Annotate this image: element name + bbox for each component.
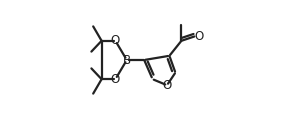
Text: O: O [162, 79, 172, 92]
Text: O: O [111, 34, 120, 47]
Text: O: O [194, 30, 203, 42]
Text: O: O [111, 73, 120, 86]
Text: B: B [123, 54, 131, 66]
